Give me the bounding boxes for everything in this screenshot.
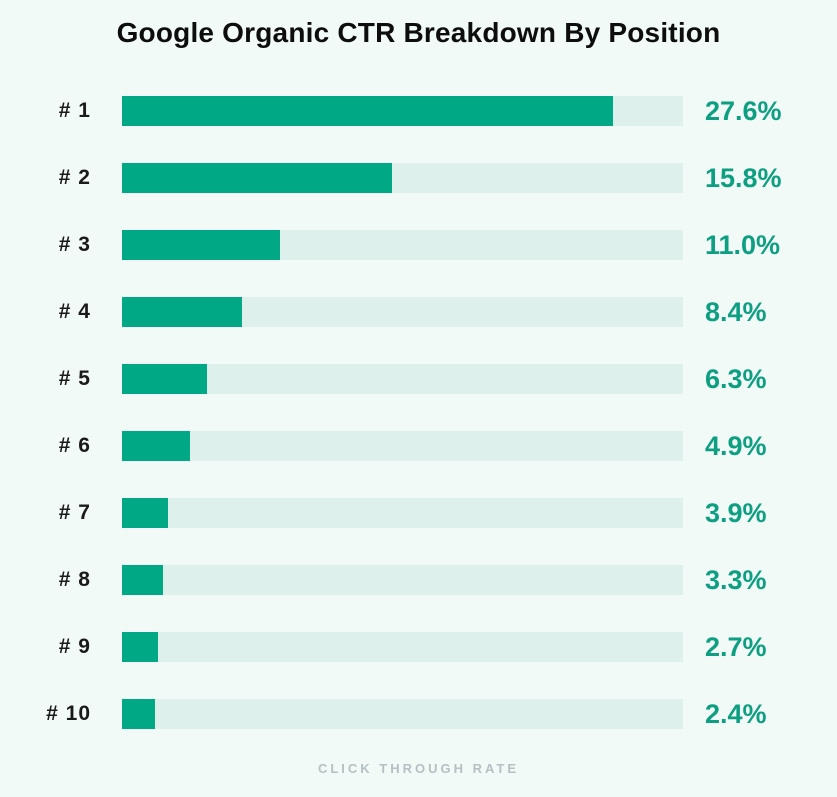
rank-label: # 7 bbox=[58, 501, 91, 524]
bar-fill bbox=[122, 297, 243, 327]
bar-fill bbox=[122, 632, 158, 662]
value-label: 8.4% bbox=[705, 296, 767, 327]
bar-fill bbox=[122, 498, 168, 528]
bar-row: # 8 3.3% bbox=[0, 565, 837, 595]
bar-fill bbox=[122, 699, 156, 729]
bar-track bbox=[122, 230, 683, 260]
bar-fill bbox=[122, 364, 207, 394]
bar-track bbox=[122, 565, 683, 595]
bar-fill bbox=[122, 565, 163, 595]
value-label: 27.6% bbox=[705, 95, 782, 126]
chart-title: Google Organic CTR Breakdown By Position bbox=[116, 17, 721, 48]
rank-label: # 10 bbox=[46, 702, 91, 725]
bar-track bbox=[122, 297, 683, 327]
bar-row: # 4 8.4% bbox=[0, 297, 837, 327]
bar-fill bbox=[122, 163, 392, 193]
rank-label: # 2 bbox=[58, 166, 91, 189]
rank-label: # 5 bbox=[58, 367, 91, 390]
x-axis-caption: CLICK THROUGH RATE bbox=[317, 761, 520, 776]
value-label: 6.3% bbox=[705, 363, 767, 394]
rank-label: # 3 bbox=[58, 233, 91, 256]
bar-track bbox=[122, 364, 683, 394]
value-label: 3.9% bbox=[705, 497, 767, 528]
bar-rows: # 1 27.6% # 2 15.8% # 3 11.0% # 4 8.4% # 5 6.3% # … bbox=[0, 96, 837, 729]
bar-row: # 2 15.8% bbox=[0, 163, 837, 193]
bar-row: # 3 11.0% bbox=[0, 230, 837, 260]
rank-label: # 8 bbox=[58, 568, 91, 591]
value-label: 4.9% bbox=[705, 430, 767, 461]
bar-row: # 9 2.7% bbox=[0, 632, 837, 662]
bar-fill bbox=[122, 230, 281, 260]
value-label: 2.7% bbox=[705, 631, 767, 662]
bar-track bbox=[122, 632, 683, 662]
bar-row: # 6 4.9% bbox=[0, 431, 837, 461]
value-label: 2.4% bbox=[705, 698, 767, 729]
bar-row: # 10 2.4% bbox=[0, 699, 837, 729]
value-label: 11.0% bbox=[705, 229, 781, 260]
bar-fill bbox=[122, 96, 613, 126]
rank-label: # 6 bbox=[58, 434, 91, 457]
bar-row: # 5 6.3% bbox=[0, 364, 837, 394]
bar-track bbox=[122, 699, 683, 729]
bar-fill bbox=[122, 431, 190, 461]
bar-track bbox=[122, 431, 683, 461]
rank-label: # 4 bbox=[58, 300, 91, 323]
rank-label: # 9 bbox=[58, 635, 91, 658]
value-label: 15.8% bbox=[705, 162, 782, 193]
bar-row: # 7 3.9% bbox=[0, 498, 837, 528]
rank-label: # 1 bbox=[58, 99, 91, 122]
value-label: 3.3% bbox=[705, 564, 767, 595]
bar-row: # 1 27.6% bbox=[0, 96, 837, 126]
bar-track bbox=[122, 498, 683, 528]
bar-track bbox=[122, 96, 683, 126]
bar-track bbox=[122, 163, 683, 193]
